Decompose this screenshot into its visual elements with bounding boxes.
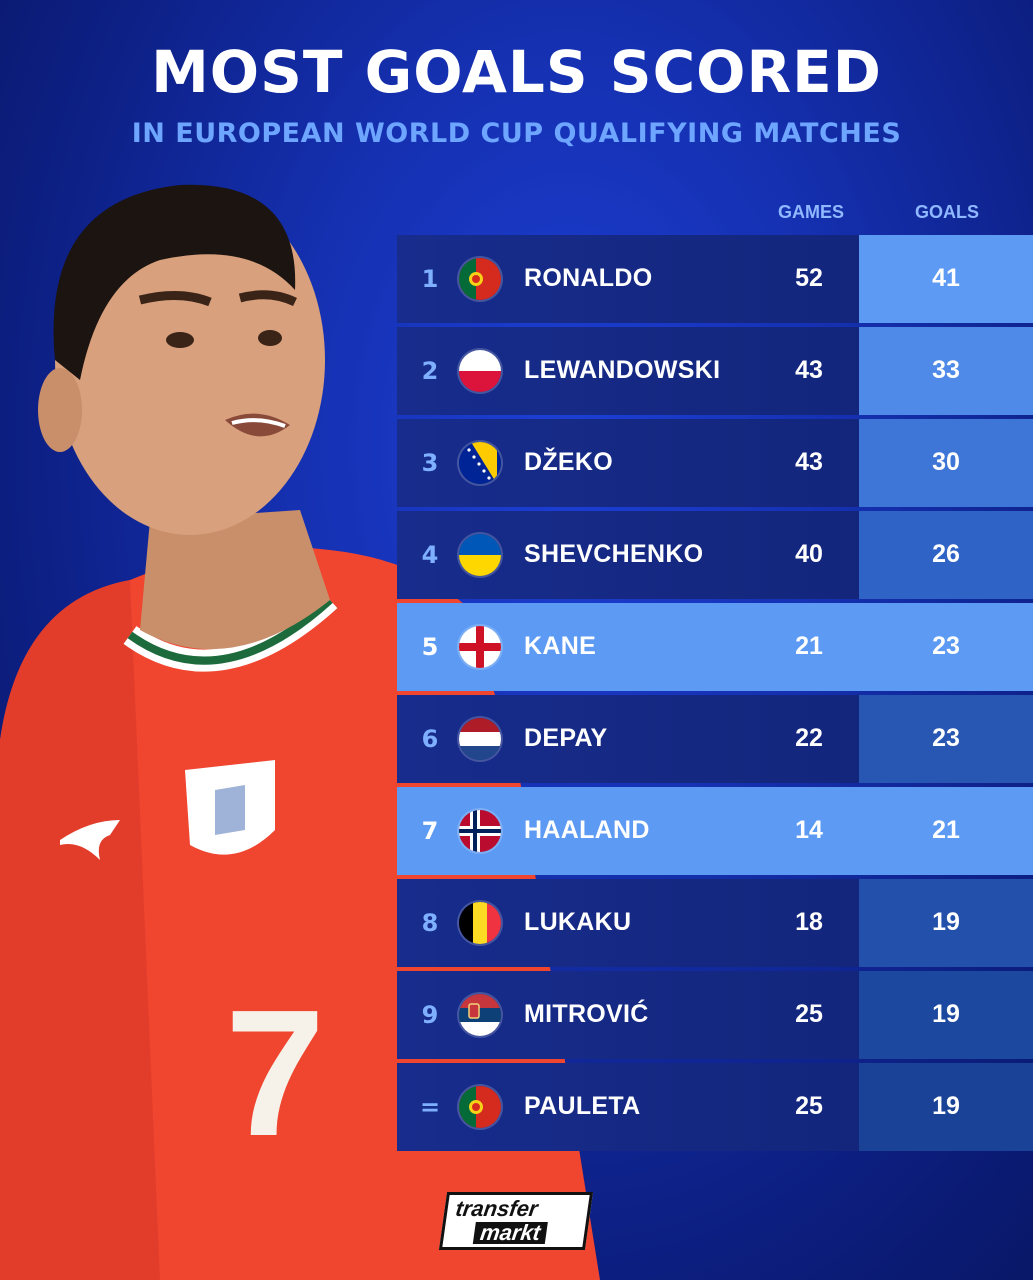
player-name: LUKAKU (524, 908, 632, 936)
games-value: 21 (795, 632, 823, 660)
games-column-header: GAMES (777, 202, 844, 222)
goals-value: 21 (932, 816, 960, 844)
rank-label: 1 (421, 265, 439, 293)
table-row: 5 KANE 21 23 (397, 603, 1033, 691)
goals-value: 30 (932, 448, 960, 476)
england-flag-icon (459, 626, 501, 668)
games-value: 25 (795, 1000, 823, 1028)
logo-line-1: transfer (454, 1196, 540, 1221)
goals-value: 19 (932, 908, 960, 936)
table-row: 4 SHEVCHENKO 40 26 (397, 511, 1033, 599)
goals-value: 19 (932, 1000, 960, 1028)
shirt-number: 7 (225, 973, 325, 1174)
table-row: 6 DEPAY 22 23 (397, 695, 1033, 783)
portugal-flag-icon (459, 258, 501, 300)
goals-value: 23 (932, 632, 960, 660)
poland-flag-icon (459, 350, 501, 392)
goals-value: 19 (932, 1092, 960, 1120)
page-subtitle: IN EUROPEAN WORLD CUP QUALIFYING MATCHES (131, 118, 902, 149)
rank-label: 9 (421, 1001, 439, 1029)
rank-label: 4 (421, 541, 439, 569)
games-value: 18 (795, 908, 823, 936)
games-value: 25 (795, 1092, 823, 1120)
player-name: DEPAY (524, 724, 608, 752)
rank-label: 6 (421, 725, 439, 753)
player-name: PAULETA (524, 1092, 641, 1120)
games-value: 52 (795, 264, 823, 292)
serbia-flag-icon (459, 994, 501, 1036)
norway-flag-icon (459, 810, 501, 852)
table-row: 9 MITROVIĆ 25 19 (397, 971, 1033, 1059)
logo-line-2: markt (472, 1220, 548, 1245)
table-row: 8 LUKAKU 18 19 (397, 879, 1033, 967)
portugal-flag-icon (459, 1086, 501, 1128)
player-name: RONALDO (524, 264, 653, 292)
table-row: = PAULETA 25 19 (397, 1063, 1033, 1151)
rank-label: 2 (421, 357, 439, 385)
player-name: LEWANDOWSKI (524, 356, 721, 384)
player-name: MITROVIĆ (524, 1000, 649, 1028)
goals-value: 33 (932, 356, 960, 384)
games-value: 22 (795, 724, 823, 752)
rank-label: 3 (421, 449, 439, 477)
goals-value: 26 (932, 540, 960, 568)
table-row: 7 HAALAND 14 21 (397, 787, 1033, 875)
nations-league-badge (185, 760, 275, 855)
table-row: 3 DŽEKO 43 30 (397, 419, 1033, 507)
transfermarkt-logo: transfer markt (438, 1192, 594, 1250)
goals-value: 41 (932, 264, 960, 292)
goals-column-header: GOALS (914, 202, 979, 222)
games-value: 40 (795, 540, 823, 568)
table-row: 1 RONALDO 52 41 (397, 235, 1033, 323)
ukraine-flag-icon (459, 534, 501, 576)
page-title: MOST GOALS SCORED (151, 38, 882, 106)
rank-label: = (419, 1093, 441, 1121)
rank-label: 7 (421, 817, 439, 845)
player-name: SHEVCHENKO (524, 540, 704, 568)
player-name: HAALAND (524, 816, 650, 844)
belgium-flag-icon (459, 902, 501, 944)
rank-label: 8 (421, 909, 439, 937)
bosnia-flag-icon (459, 442, 501, 484)
table-row: 2 LEWANDOWSKI 43 33 (397, 327, 1033, 415)
rank-label: 5 (421, 633, 439, 661)
games-value: 14 (795, 816, 823, 844)
games-value: 43 (795, 448, 823, 476)
games-value: 43 (795, 356, 823, 384)
player-name: DŽEKO (524, 448, 613, 476)
goals-value: 23 (932, 724, 960, 752)
player-name: KANE (524, 632, 597, 660)
netherlands-flag-icon (459, 718, 501, 760)
